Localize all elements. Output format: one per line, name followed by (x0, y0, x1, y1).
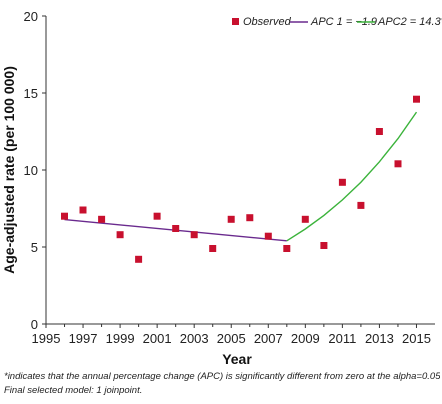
trend-lines (64, 111, 418, 242)
legend-label-observed: Observed (243, 16, 292, 28)
x-tick-label-2005: 2005 (217, 331, 246, 346)
footnote-significance: *indicates that the annual percentage ch… (4, 371, 440, 382)
observed-point-2006 (246, 214, 254, 222)
y-tick-label-15: 15 (24, 86, 38, 101)
x-tick-label-2007: 2007 (254, 331, 283, 346)
observed-point-2010 (320, 242, 328, 249)
x-tick-label-2011: 2011 (328, 331, 356, 346)
legend-label-apc1: APC 1 = −1.9 (310, 16, 377, 28)
legend: Observed APC 1 = −1.9 APC2 = 14.3* (232, 16, 442, 28)
x-tick-label-1999: 1999 (106, 331, 135, 346)
x-tick-label-1995: 1995 (32, 331, 61, 346)
y-tick-label-10: 10 (24, 163, 38, 178)
x-tick-label-2009: 2009 (291, 331, 320, 346)
y-tick-label-20: 20 (24, 9, 38, 24)
tick-labels: 0 5 10 15 20 1995 1997 1999 2001 2003 2005 2007 2009… (24, 9, 431, 346)
axes (42, 15, 435, 328)
observed-point-2000 (135, 255, 143, 263)
trend-line-2 (286, 111, 418, 242)
observed-point-2003 (190, 231, 198, 239)
observed-point-2011 (338, 178, 346, 186)
x-tick-label-2015: 2015 (402, 331, 431, 346)
observed-point-2004 (209, 245, 217, 252)
footnote-model: Final selected model: 1 joinpoint. (4, 385, 143, 396)
observed-points (61, 95, 420, 263)
observed-point-2002 (172, 225, 180, 232)
legend-marker-observed (232, 18, 239, 25)
observed-point-1998 (98, 215, 106, 223)
observed-point-1996 (61, 212, 68, 220)
y-tick-label-0: 0 (31, 317, 38, 332)
observed-point-2015 (413, 95, 420, 103)
x-axis-title: Year (222, 351, 252, 367)
observed-point-2014 (394, 160, 402, 168)
x-tick-label-1997: 1997 (69, 331, 98, 346)
legend-label-apc2: APC2 = 14.3* (377, 16, 442, 28)
observed-point-2005 (227, 215, 235, 223)
x-tick-label-2013: 2013 (365, 331, 394, 346)
observed-point-1999 (116, 231, 124, 239)
x-tick-label-2001: 2001 (143, 331, 172, 346)
y-tick-label-5: 5 (31, 240, 38, 255)
observed-point-2012 (357, 201, 365, 209)
observed-point-1997 (79, 206, 87, 214)
observed-point-2001 (153, 212, 161, 220)
x-tick-label-2003: 2003 (180, 331, 209, 346)
observed-point-2008 (283, 245, 291, 252)
y-axis-title: Age-adjusted rate (per 100 000) (1, 66, 17, 274)
observed-point-2007 (264, 232, 272, 240)
observed-point-2013 (375, 128, 383, 135)
observed-point-2009 (301, 215, 309, 223)
